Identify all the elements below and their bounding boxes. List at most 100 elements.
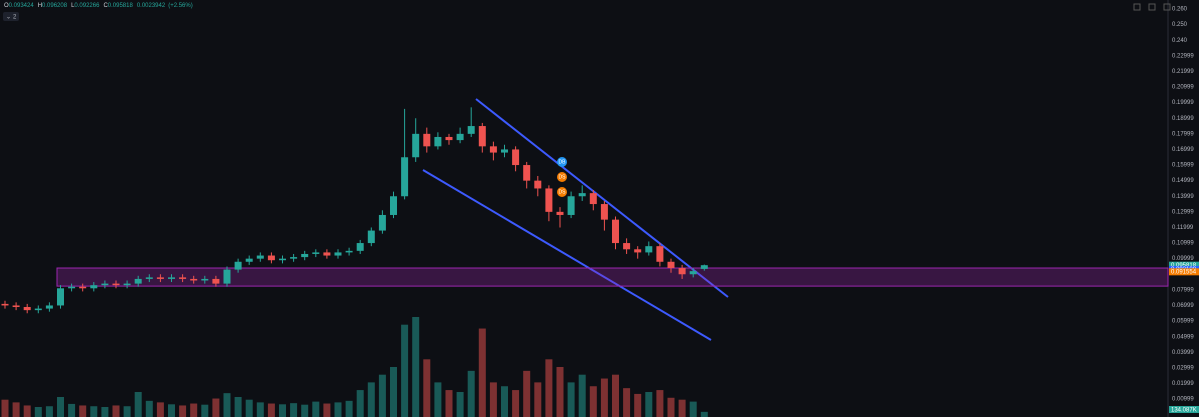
volume-bar [290,403,298,417]
volume-bar [201,404,209,417]
candle-body [245,258,253,262]
candle-body [323,252,331,256]
candle-body [112,283,120,286]
candle-body [567,196,575,215]
zone [56,267,1169,287]
candle-body [589,193,597,205]
candle-body [456,133,464,141]
header-change: 0.0023942 [137,3,166,9]
volume-bar [245,399,253,417]
header-key: O [4,3,9,9]
candle-body [434,136,442,147]
y-tick-label: 0.05999 [1172,319,1194,325]
y-tick-label: 0.22999 [1172,53,1194,59]
volume-bar [45,406,53,417]
indicator-count[interactable]: 2 [13,15,17,21]
candle-body [600,204,608,220]
candle-body [356,243,364,251]
candle-body [700,265,708,269]
candle-body [79,286,87,289]
toggle-bg[interactable] [3,12,19,21]
candle-body [223,269,231,284]
icon[interactable] [1148,3,1156,11]
volume-bar [412,317,420,417]
volume-bar [567,382,575,417]
trend-line [475,98,729,298]
header-key: H [38,3,42,9]
y-tick-label: 0.11999 [1172,225,1194,231]
price-tag: 0.095818 [1171,263,1197,269]
candle-body [445,136,453,141]
candle-body [57,288,64,306]
signal-label: DS [559,174,567,180]
candle-body [256,255,264,259]
candle-body [68,286,76,289]
icon[interactable] [1133,3,1141,11]
volume-bar [523,370,531,417]
volume-bar [534,382,542,417]
signal-marker [557,157,567,167]
candle-body [656,246,664,262]
candle-body [378,214,386,231]
y-tick-label: 0.14999 [1172,178,1194,184]
header-value: 0.092266 [74,3,100,9]
candle-body [212,278,220,284]
volume-bar [190,403,198,417]
toolbar-icons [1133,3,1171,11]
volume-bar [689,401,697,417]
candle-body [190,278,198,281]
volume-bar [101,407,109,417]
y-tick-label: 0.17999 [1172,131,1194,137]
candle-body [623,243,631,250]
volume-bar [12,402,20,417]
icon[interactable] [1163,3,1171,11]
volume-tag: 134.087K [1171,408,1197,414]
candle-body [234,261,242,270]
volume-bar [634,393,642,417]
volume-bar [223,393,231,417]
volume-bar [434,382,442,417]
indicator-toggle[interactable]: 2 ⌄ [3,12,19,21]
volume-bar [90,406,98,417]
header-key: L [71,3,75,9]
header-value: 0.096208 [42,3,68,9]
candle-body [612,219,619,244]
header-ohlc: O0.093424 H0.096208 L0.092266 C0.095818 0.00… [4,3,193,9]
candle-body [1,303,9,306]
volume-bar [700,411,708,417]
volume-bar [445,390,453,417]
chevron[interactable]: ⌄ [6,15,11,21]
y-tick-label: 0.04999 [1172,334,1194,340]
candle-body [279,258,286,261]
volume-bar [267,403,275,417]
volume-bar [656,390,664,417]
volume-bar [79,405,87,417]
volume-bar [678,399,686,417]
volume-bar [68,403,76,417]
candle-body [467,126,475,134]
y-tick-label: 0.10999 [1172,241,1194,247]
signal-label: DB [559,159,567,165]
trend-line [422,169,712,341]
candle-body [201,278,209,281]
volume-bar [279,404,286,417]
y-tick-label: 0.19999 [1172,100,1194,106]
volume-bar [145,400,153,417]
candle-body [423,133,431,147]
volume-bar [378,374,386,417]
candle-body [401,157,409,197]
volume-bar [323,403,331,417]
volume-bar [390,367,397,417]
volume-bar [512,390,520,417]
candle-body [90,285,98,289]
price-tag: 0.091554 [1171,269,1197,275]
candle-body [578,193,586,197]
volume-bar [312,401,320,417]
candle-body [412,133,420,158]
candle-body [290,257,298,259]
candle-body [556,211,564,215]
candle-body [34,308,42,311]
candle-body [168,277,175,279]
candle-body [312,252,320,254]
